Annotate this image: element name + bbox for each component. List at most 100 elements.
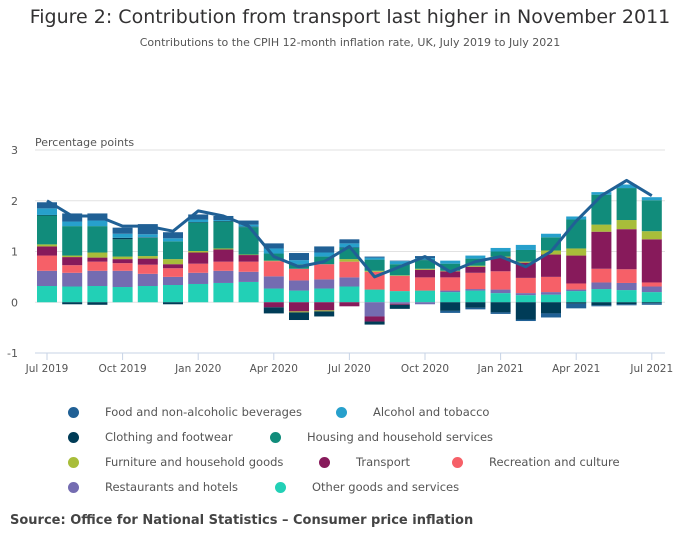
bar-segment[interactable] <box>37 270 57 287</box>
bar-segment[interactable] <box>62 213 83 222</box>
legend-item-clothing[interactable]: Clothing and footwear <box>68 430 233 444</box>
bar-segment[interactable] <box>566 303 587 309</box>
bar-segment[interactable] <box>112 259 133 264</box>
bar-segment[interactable] <box>137 273 158 287</box>
bar-segment[interactable] <box>314 246 335 253</box>
bar-segment[interactable] <box>591 305 612 307</box>
legend-item-restaurants[interactable]: Restaurants and hotels <box>68 480 238 494</box>
bar-segment[interactable] <box>616 290 637 303</box>
bar-segment[interactable] <box>238 227 259 255</box>
bar-segment[interactable] <box>87 252 108 258</box>
bar-segment[interactable] <box>314 310 335 312</box>
bar-segment[interactable] <box>37 246 57 256</box>
bar-segment[interactable] <box>566 302 587 304</box>
bar-segment[interactable] <box>339 247 360 260</box>
bar-segment[interactable] <box>465 255 486 259</box>
bar-segment[interactable] <box>163 268 183 277</box>
bar-segment[interactable] <box>415 260 435 269</box>
bar-segment[interactable] <box>339 259 360 262</box>
bar-segment[interactable] <box>188 219 209 223</box>
bar-segment[interactable] <box>616 220 637 230</box>
bar-segment[interactable] <box>263 248 284 254</box>
bar-segment[interactable] <box>289 312 309 321</box>
bar-segment[interactable] <box>263 288 284 303</box>
bar-segment[interactable] <box>364 316 385 322</box>
bar-segment[interactable] <box>213 221 234 249</box>
bar-segment[interactable] <box>238 255 259 262</box>
bar-segment[interactable] <box>415 290 435 303</box>
bar-segment[interactable] <box>87 220 108 227</box>
bar-segment[interactable] <box>515 249 536 262</box>
bar-segment[interactable] <box>490 271 511 290</box>
bar-segment[interactable] <box>591 302 612 306</box>
bar-segment[interactable] <box>137 237 158 257</box>
bar-segment[interactable] <box>389 302 410 304</box>
bar-segment[interactable] <box>641 292 662 303</box>
bar-segment[interactable] <box>389 275 410 276</box>
bar-segment[interactable] <box>339 277 360 287</box>
bar-segment[interactable] <box>616 302 637 305</box>
legend-item-furniture[interactable]: Furniture and household goods <box>68 455 283 469</box>
bar-segment[interactable] <box>137 237 158 238</box>
bar-segment[interactable] <box>339 261 360 278</box>
bar-segment[interactable] <box>566 289 587 292</box>
bar-segment[interactable] <box>188 272 209 284</box>
bar-segment[interactable] <box>440 277 461 291</box>
bar-segment[interactable] <box>112 270 133 288</box>
bar-segment[interactable] <box>213 215 234 221</box>
bar-segment[interactable] <box>616 304 637 306</box>
bar-segment[interactable] <box>87 226 108 253</box>
bar-segment[interactable] <box>263 307 284 314</box>
bar-segment[interactable] <box>213 221 234 222</box>
bar-segment[interactable] <box>415 259 435 261</box>
bar-segment[interactable] <box>616 188 637 221</box>
bar-segment[interactable] <box>415 302 435 305</box>
bar-segment[interactable] <box>213 248 234 250</box>
bar-segment[interactable] <box>541 254 561 277</box>
bar-segment[interactable] <box>616 282 637 291</box>
bar-segment[interactable] <box>515 261 536 263</box>
bar-segment[interactable] <box>314 264 335 280</box>
bar-segment[interactable] <box>364 289 385 303</box>
bar-segment[interactable] <box>465 307 486 310</box>
bar-segment[interactable] <box>62 257 83 266</box>
bar-segment[interactable] <box>62 286 83 303</box>
bar-segment[interactable] <box>137 258 158 265</box>
bar-segment[interactable] <box>163 241 183 260</box>
bar-segment[interactable] <box>389 291 410 303</box>
bar-segment[interactable] <box>541 233 561 238</box>
bar-segment[interactable] <box>415 277 435 291</box>
legend-item-recreation[interactable]: Recreation and culture <box>452 455 620 469</box>
bar-segment[interactable] <box>112 237 133 240</box>
bar-segment[interactable] <box>238 220 259 225</box>
bar-segment[interactable] <box>415 268 435 270</box>
bar-segment[interactable] <box>163 276 183 285</box>
legend-item-other[interactable]: Other goods and services <box>275 480 459 494</box>
bar-segment[interactable] <box>314 279 335 289</box>
bar-segment[interactable] <box>389 261 410 265</box>
bar-segment[interactable] <box>263 302 284 308</box>
bar-segment[interactable] <box>87 257 108 262</box>
bar-segment[interactable] <box>591 289 612 303</box>
bar-segment[interactable] <box>213 249 234 262</box>
bar-segment[interactable] <box>566 283 587 290</box>
bar-segment[interactable] <box>616 269 637 283</box>
legend-item-housing[interactable]: Housing and household services <box>270 430 493 444</box>
bar-segment[interactable] <box>213 282 234 303</box>
bar-segment[interactable] <box>440 260 461 264</box>
bar-segment[interactable] <box>112 287 133 303</box>
bar-segment[interactable] <box>566 219 587 249</box>
bar-segment[interactable] <box>641 200 662 232</box>
bar-segment[interactable] <box>641 231 662 240</box>
bar-segment[interactable] <box>490 312 511 314</box>
bar-segment[interactable] <box>616 184 637 189</box>
bar-segment[interactable] <box>112 227 133 234</box>
bar-segment[interactable] <box>364 321 385 325</box>
bar-segment[interactable] <box>440 302 461 311</box>
bar-segment[interactable] <box>515 293 536 296</box>
bar-segment[interactable] <box>591 282 612 290</box>
bar-segment[interactable] <box>314 252 335 257</box>
bar-segment[interactable] <box>289 280 309 291</box>
bar-segment[interactable] <box>37 202 57 209</box>
bar-segment[interactable] <box>188 250 209 253</box>
